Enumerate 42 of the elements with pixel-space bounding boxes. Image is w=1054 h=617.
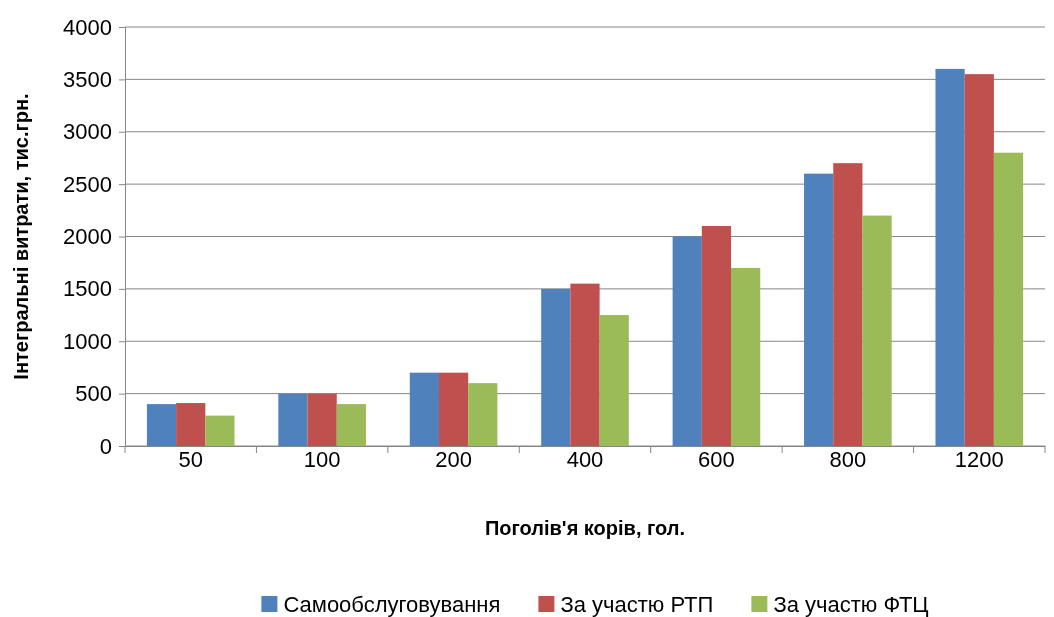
bar — [409, 372, 439, 446]
bar — [205, 415, 235, 446]
bar — [833, 163, 863, 446]
legend-label: Самообслуговування — [283, 592, 501, 617]
y-tick-label: 1000 — [63, 328, 112, 354]
y-tick-label: 3500 — [63, 66, 112, 92]
x-axis-title: Поголів'я корів, гол. — [484, 517, 686, 539]
y-tick-label: 3000 — [63, 119, 112, 145]
x-tick-label: 600 — [698, 447, 735, 472]
bar — [307, 393, 337, 446]
y-tick-label: 2000 — [63, 224, 112, 250]
bar — [570, 283, 600, 446]
y-tick-label: 1500 — [63, 276, 112, 302]
x-tick-label: 200 — [435, 447, 472, 472]
bar — [176, 403, 206, 446]
bar — [731, 267, 761, 446]
x-tick-label: 1200 — [954, 447, 1004, 472]
bar — [438, 372, 469, 446]
bar — [862, 215, 892, 446]
bar — [993, 152, 1024, 446]
y-tick-label: 0 — [99, 433, 112, 459]
bar — [278, 393, 308, 446]
bar — [672, 236, 702, 446]
legend-label: За участю ФТЦ — [773, 592, 929, 617]
y-tick-label: 4000 — [63, 14, 112, 40]
bar — [541, 288, 571, 446]
x-tick-label: 50 — [178, 447, 203, 472]
bar — [146, 404, 177, 446]
y-tick-label: 500 — [75, 381, 112, 407]
bar — [804, 173, 834, 446]
x-tick-label: 800 — [829, 447, 867, 472]
bar — [468, 383, 498, 446]
bar — [599, 315, 629, 446]
x-tick-label: 100 — [303, 447, 341, 472]
bar — [336, 404, 366, 446]
bar — [701, 226, 732, 446]
x-tick-label: 400 — [566, 447, 604, 472]
legend-label: За участю РТП — [560, 592, 714, 617]
bar — [964, 74, 994, 446]
bar — [935, 68, 965, 446]
y-axis-title: Інтегральні витрати, тис.грн. — [10, 93, 32, 380]
y-tick-label: 2500 — [63, 171, 112, 197]
